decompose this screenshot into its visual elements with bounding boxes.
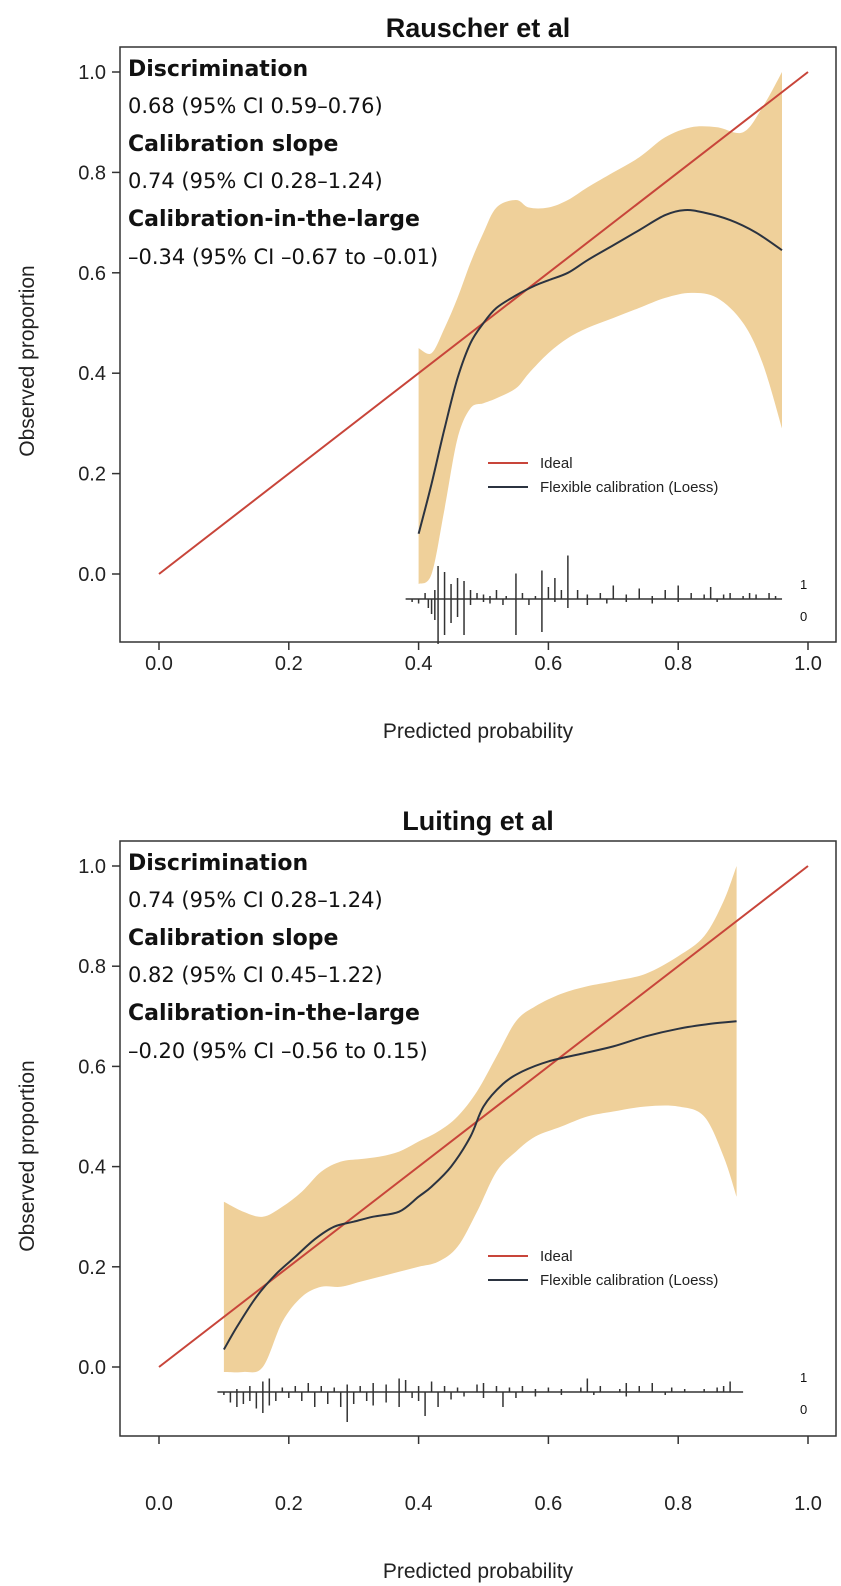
y-tick-label: 0.6 bbox=[78, 1056, 106, 1078]
confidence-band-area bbox=[418, 72, 782, 584]
y-tick-label: 0.2 bbox=[78, 1257, 106, 1279]
y-tick-label: 0.4 bbox=[78, 1157, 106, 1179]
stat-value: 0.74 (95% CI 0.28–1.24) bbox=[128, 169, 383, 193]
x-tick-label: 0.0 bbox=[145, 1493, 173, 1515]
y-tick-label: 1.0 bbox=[78, 62, 106, 84]
x-tick-label: 0.6 bbox=[534, 653, 562, 675]
x-tick-label: 1.0 bbox=[794, 1493, 822, 1515]
rug-label-nonevent: 0 bbox=[800, 609, 807, 624]
legend: Ideal Flexible calibration (Loess) bbox=[488, 1248, 718, 1289]
x-tick-label: 0.6 bbox=[534, 1493, 562, 1515]
calibration-lines bbox=[158, 71, 809, 575]
stat-value: 0.68 (95% CI 0.59–0.76) bbox=[128, 94, 383, 118]
x-tick-label: 0.4 bbox=[405, 653, 433, 675]
x-tick-label: 0.0 bbox=[145, 653, 173, 675]
y-axis-label: Observed proportion bbox=[16, 1060, 39, 1251]
loess-line bbox=[417, 208, 783, 535]
rug-plot: 10 bbox=[217, 1370, 807, 1422]
axes: 0.0 0.2 0.4 0.6 0.8 1.0 0.0 0.2 0.4 0.6 0.8 1.0 bbox=[78, 62, 822, 675]
rug-label-event: 1 bbox=[800, 577, 807, 592]
stat-value: –0.34 (95% CI –0.67 to –0.01) bbox=[128, 245, 438, 269]
y-tick-label: 0.8 bbox=[78, 162, 106, 184]
legend: Ideal Flexible calibration (Loess) bbox=[488, 455, 718, 496]
rug-plot: 10 bbox=[405, 555, 807, 644]
stat-label: Discrimination bbox=[128, 57, 308, 82]
y-tick-label: 1.0 bbox=[78, 856, 106, 878]
stat-value: 0.82 (95% CI 0.45–1.22) bbox=[128, 963, 383, 987]
plot-frame bbox=[119, 840, 837, 1437]
stat-label: Discrimination bbox=[128, 851, 308, 876]
x-tick-label: 0.8 bbox=[664, 1493, 692, 1515]
y-tick-label: 0.0 bbox=[78, 564, 106, 586]
x-tick-label: 0.2 bbox=[275, 653, 303, 675]
panel-title: Luiting et al bbox=[402, 806, 554, 836]
legend-label-ideal: Ideal bbox=[540, 1248, 573, 1265]
y-tick-label: 0.6 bbox=[78, 263, 106, 285]
x-tick-label: 0.8 bbox=[664, 653, 692, 675]
x-tick-label: 0.2 bbox=[275, 1493, 303, 1515]
x-axis-label: Predicted probability bbox=[383, 1560, 574, 1583]
y-tick-label: 0.0 bbox=[78, 1357, 106, 1379]
stats-box: Discrimination 0.74 (95% CI 0.28–1.24) Cal… bbox=[128, 851, 428, 1063]
legend-label-ideal: Ideal bbox=[540, 455, 573, 472]
x-axis-label: Predicted probability bbox=[383, 720, 574, 743]
stat-label: Calibration-in-the-large bbox=[128, 207, 420, 232]
plot-frame bbox=[119, 46, 837, 643]
stat-label: Calibration slope bbox=[128, 926, 338, 951]
rug-label-nonevent: 0 bbox=[800, 1402, 807, 1417]
stat-value: 0.74 (95% CI 0.28–1.24) bbox=[128, 888, 383, 912]
legend-label-loess: Flexible calibration (Loess) bbox=[540, 1272, 718, 1289]
panel-title: Rauscher et al bbox=[386, 13, 571, 43]
x-tick-label: 1.0 bbox=[794, 653, 822, 675]
y-tick-label: 0.4 bbox=[78, 363, 106, 385]
x-tick-label: 0.4 bbox=[405, 1493, 433, 1515]
rug-label-event: 1 bbox=[800, 1370, 807, 1385]
stat-value: –0.20 (95% CI –0.56 to 0.15) bbox=[128, 1039, 428, 1063]
y-tick-label: 0.8 bbox=[78, 956, 106, 978]
stat-label: Calibration-in-the-large bbox=[128, 1001, 420, 1026]
y-tick-label: 0.2 bbox=[78, 464, 106, 486]
stats-box: Discrimination 0.68 (95% CI 0.59–0.76) Cal… bbox=[128, 57, 438, 269]
legend-label-loess: Flexible calibration (Loess) bbox=[540, 479, 718, 496]
stat-label: Calibration slope bbox=[128, 132, 338, 157]
axes: 0.0 0.2 0.4 0.6 0.8 1.0 0.0 0.2 0.4 0.6 0.8 1.0 bbox=[78, 856, 822, 1515]
loess-line bbox=[223, 1020, 737, 1351]
confidence-band bbox=[418, 72, 782, 584]
y-axis-label: Observed proportion bbox=[16, 265, 39, 456]
calibration-lines bbox=[158, 865, 809, 1368]
